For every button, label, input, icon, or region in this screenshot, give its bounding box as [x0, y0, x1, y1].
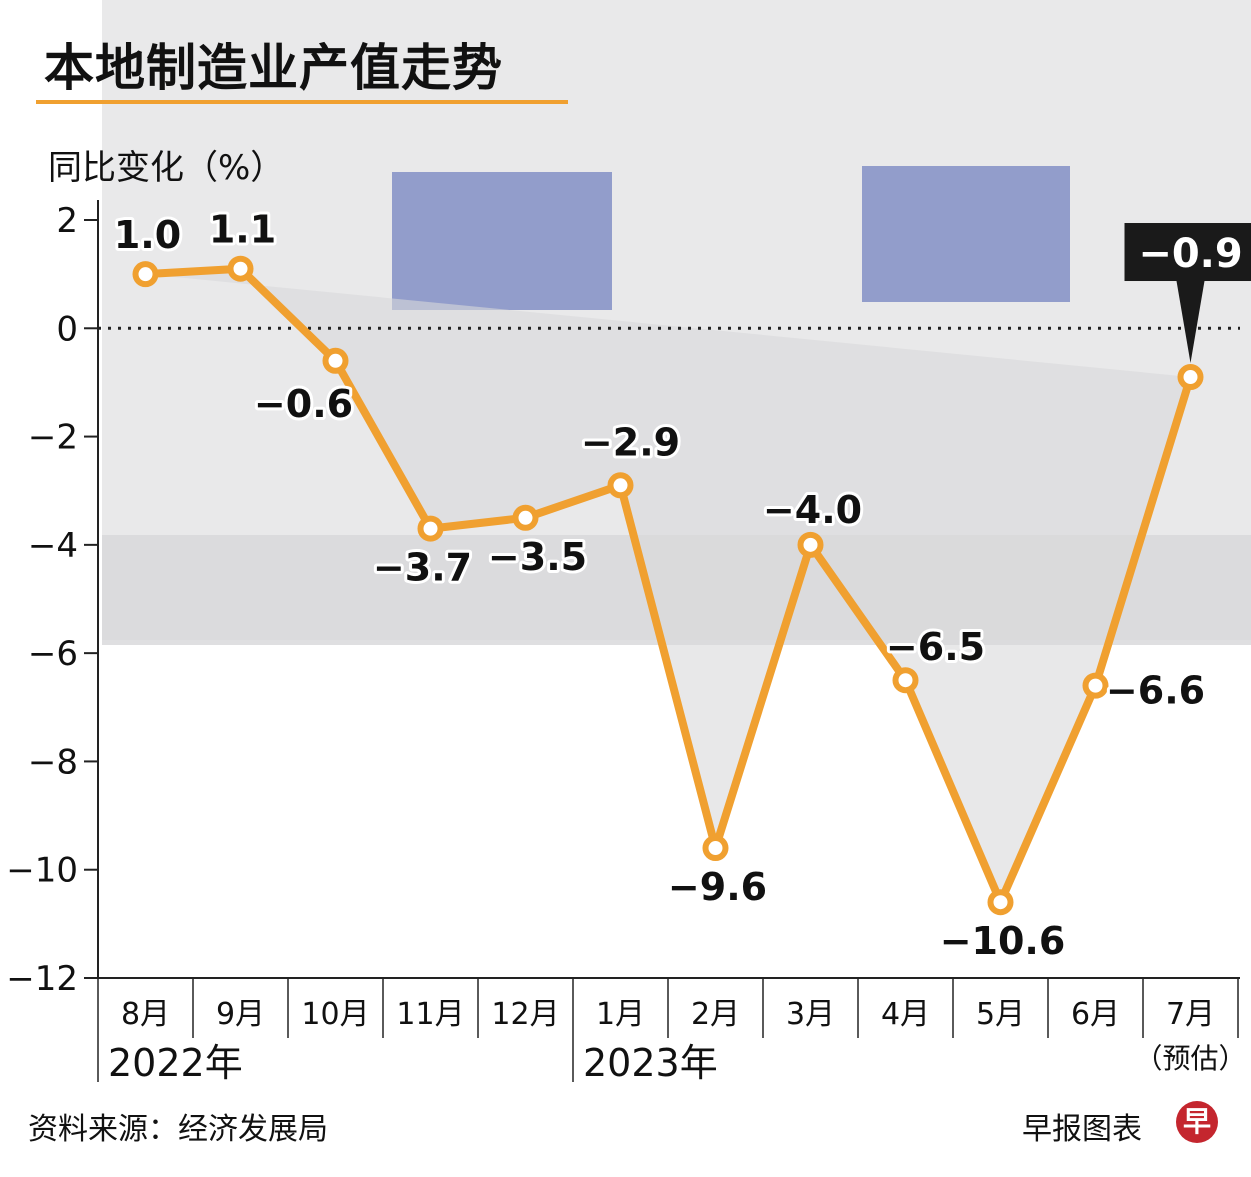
x-tick-label: 4月 — [881, 997, 930, 1032]
year-group-label: 2022年 — [108, 1041, 243, 1085]
x-tick-note: （预估） — [1134, 1042, 1246, 1075]
background-monitor — [392, 172, 612, 310]
x-tick-label: 7月 — [1166, 997, 1215, 1032]
x-tick-label: 10月 — [301, 997, 369, 1032]
data-point — [227, 255, 254, 282]
data-label: −3.7 — [373, 546, 472, 590]
data-point — [987, 889, 1014, 916]
data-label: −2.9 — [581, 420, 680, 464]
background-monitor — [862, 166, 1070, 302]
data-point — [702, 835, 729, 862]
y-tick-label: −10 — [6, 851, 78, 891]
x-tick-label: 8月 — [121, 997, 170, 1032]
x-tick-label: 6月 — [1071, 997, 1120, 1032]
y-tick-label: 0 — [56, 309, 78, 349]
x-tick-label: 11月 — [396, 997, 464, 1032]
y-axis-label: 同比变化（%） — [48, 148, 285, 188]
x-tick-label: 9月 — [216, 997, 265, 1032]
callout-pointer — [1176, 281, 1205, 364]
data-point — [607, 472, 634, 499]
graphic-credit: 早报图表 — [1022, 1112, 1142, 1147]
data-point — [322, 347, 349, 374]
x-tick-label: 5月 — [976, 997, 1025, 1032]
data-label: −0.9 — [1138, 231, 1242, 277]
y-tick-label: 2 — [56, 201, 78, 241]
line-area-shade — [145, 268, 1191, 903]
series-line — [145, 264, 1195, 907]
data-point — [417, 515, 444, 542]
data-point — [1082, 672, 1109, 699]
data-point — [1177, 364, 1204, 391]
data-point — [132, 261, 159, 288]
title-underline — [36, 100, 568, 104]
data-label: −10.6 — [940, 919, 1066, 963]
data-label: −0.6 — [254, 382, 353, 426]
source-note: 资料来源：经济发展局 — [28, 1112, 328, 1147]
y-tick-label: −12 — [6, 959, 78, 999]
data-point — [892, 667, 919, 694]
x-tick-label: 12月 — [491, 997, 559, 1032]
y-tick-label: −4 — [28, 526, 78, 566]
callout-box — [1124, 223, 1251, 282]
data-point — [512, 504, 539, 531]
data-label: 1.1 — [209, 208, 276, 252]
data-label: −3.5 — [488, 535, 587, 579]
data-label: −6.6 — [1106, 669, 1205, 713]
y-tick-label: −8 — [28, 742, 78, 782]
chart-title: 本地制造业产值走势 — [44, 39, 503, 97]
y-tick-label: −6 — [28, 634, 78, 674]
data-label: −6.5 — [886, 625, 985, 669]
y-tick-label: −2 — [28, 418, 78, 458]
x-tick-label: 3月 — [786, 997, 835, 1032]
data-label: −9.6 — [668, 865, 767, 909]
x-tick-label: 2月 — [691, 997, 740, 1032]
publisher-logo: 早 — [1176, 1101, 1218, 1143]
data-point — [797, 531, 824, 558]
year-group-label: 2023年 — [583, 1041, 718, 1085]
data-label: −4.0 — [763, 488, 862, 532]
x-tick-label: 1月 — [596, 997, 645, 1032]
data-label: 1.0 — [114, 213, 181, 257]
